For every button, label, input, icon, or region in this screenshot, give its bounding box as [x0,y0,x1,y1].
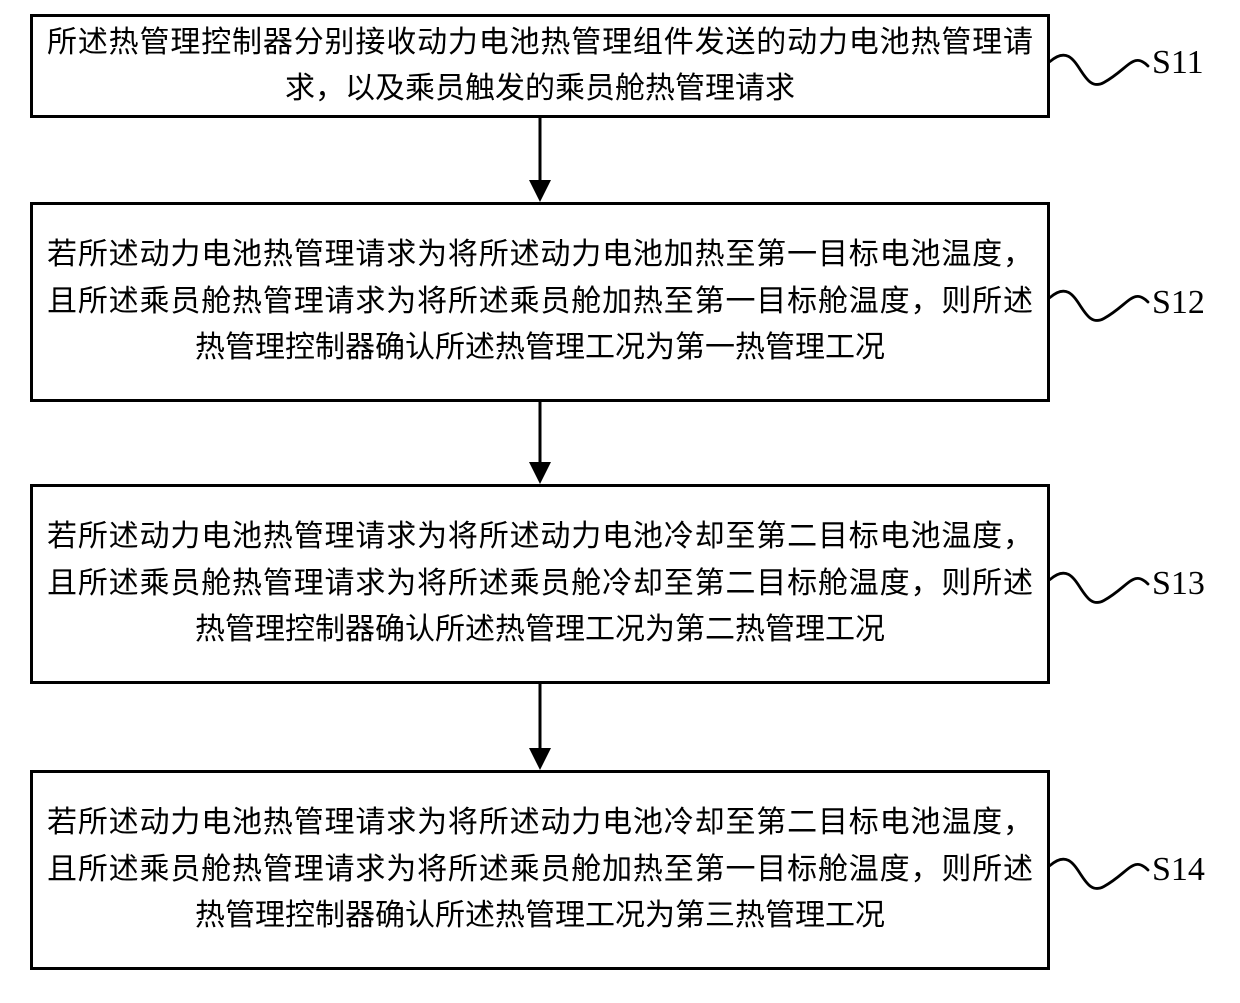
flow-step-2-text: 若所述动力电池热管理请求为将所述动力电池加热至第一目标电池温度，且所述乘员舱热管… [47,232,1033,372]
step-label-s11: S11 [1152,44,1204,82]
brace-s14 [1050,834,1148,906]
arrow-2-3 [525,402,555,488]
flow-step-2: 若所述动力电池热管理请求为将所述动力电池加热至第一目标电池温度，且所述乘员舱热管… [30,202,1050,402]
arrow-3-4 [525,684,555,774]
flow-step-4: 若所述动力电池热管理请求为将所述动力电池冷却至第二目标电池温度，且所述乘员舱热管… [30,770,1050,970]
step-label-s13: S13 [1152,565,1205,603]
flow-step-1: 所述热管理控制器分别接收动力电池热管理组件发送的动力电池热管理请求，以及乘员触发… [30,14,1050,118]
brace-s11 [1050,30,1148,102]
brace-s12 [1050,266,1148,338]
step-label-s12: S12 [1152,284,1205,322]
step-label-s12-text: S12 [1152,284,1205,321]
step-label-s13-text: S13 [1152,565,1205,602]
step-label-s14: S14 [1152,851,1205,889]
flow-step-4-text: 若所述动力电池热管理请求为将所述动力电池冷却至第二目标电池温度，且所述乘员舱热管… [47,800,1033,940]
step-label-s14-text: S14 [1152,851,1205,888]
flowchart-canvas: 所述热管理控制器分别接收动力电池热管理组件发送的动力电池热管理请求，以及乘员触发… [0,0,1240,1003]
flow-step-3: 若所述动力电池热管理请求为将所述动力电池冷却至第二目标电池温度，且所述乘员舱热管… [30,484,1050,684]
step-label-s11-text: S11 [1152,44,1204,81]
arrow-1-2 [525,118,555,206]
brace-s13 [1050,548,1148,620]
flow-step-3-text: 若所述动力电池热管理请求为将所述动力电池冷却至第二目标电池温度，且所述乘员舱热管… [47,514,1033,654]
flow-step-1-text: 所述热管理控制器分别接收动力电池热管理组件发送的动力电池热管理请求，以及乘员触发… [47,20,1033,113]
